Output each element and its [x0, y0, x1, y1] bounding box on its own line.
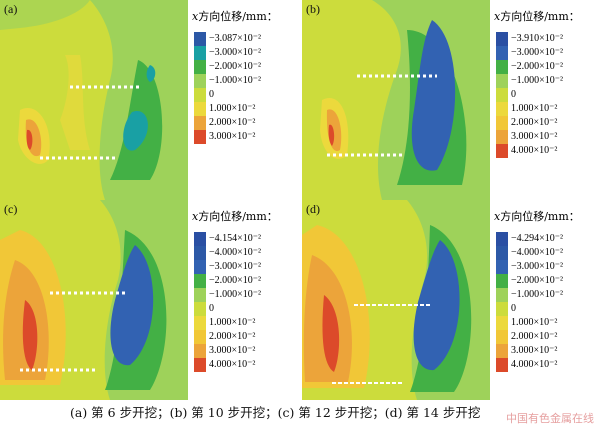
legend-value: −1.000×10⁻² [511, 75, 564, 86]
legend-value: 1.000×10⁻² [209, 317, 256, 328]
legend: x方向位移/mm： −4.154×10⁻² −4.000×10⁻² −3.000… [188, 200, 298, 400]
legend-swatch [194, 316, 206, 330]
contour-map-a [0, 0, 190, 200]
legend-value: 3.000×10⁻² [209, 131, 256, 142]
legend-swatch [496, 288, 508, 302]
legend-swatch [496, 358, 508, 372]
legend-value: −2.000×10⁻² [209, 61, 262, 72]
legend-swatch [194, 60, 206, 74]
legend-swatch [496, 102, 508, 116]
legend-value: −3.000×10⁻² [511, 261, 564, 272]
panel-a: (a) x方向位移/mm： −3.087×10⁻² −3.000×10⁻² −2… [0, 0, 298, 200]
legend-value: 0 [209, 89, 214, 100]
legend-swatch [496, 46, 508, 60]
legend-swatch [496, 144, 508, 158]
legend-value: 0 [511, 89, 516, 100]
legend-swatch [496, 32, 508, 46]
legend-value: 3.000×10⁻² [209, 345, 256, 356]
legend-swatch [194, 246, 206, 260]
legend-swatch [496, 274, 508, 288]
legend-value: −3.087×10⁻² [209, 33, 262, 44]
legend-swatch [194, 74, 206, 88]
legend-value: −1.000×10⁻² [209, 75, 262, 86]
legend-swatch [496, 330, 508, 344]
panel-label: (b) [306, 2, 320, 16]
legend-value: 2.000×10⁻² [511, 117, 558, 128]
watermark: 中国有色金属在线 [506, 412, 594, 425]
legend-swatch [496, 246, 508, 260]
legend-value: 0 [209, 303, 214, 314]
legend-value: −2.000×10⁻² [511, 275, 564, 286]
legend-value: 2.000×10⁻² [209, 117, 256, 128]
legend-value: 4.000×10⁻² [511, 145, 558, 156]
legend-swatch [496, 260, 508, 274]
legend-value: −4.000×10⁻² [209, 247, 262, 258]
legend: x方向位移/mm： −3.910×10⁻² −3.000×10⁻² −2.000… [490, 0, 600, 200]
panel-d: (d) x方向位移/mm： −4.294×10⁻² −4.000×10⁻² −3… [302, 200, 600, 400]
legend-swatch [496, 232, 508, 246]
legend-value: −4.000×10⁻² [511, 247, 564, 258]
legend-value: −2.000×10⁻² [511, 61, 564, 72]
legend-value: 0 [511, 303, 516, 314]
legend-value: 2.000×10⁻² [511, 331, 558, 342]
legend-swatch [496, 74, 508, 88]
legend-value: 1.000×10⁻² [511, 103, 558, 114]
legend-value: 3.000×10⁻² [511, 131, 558, 142]
panel-label: (c) [4, 202, 18, 216]
legend-swatch [194, 32, 206, 46]
panel-label: (d) [306, 202, 320, 216]
legend-swatch [194, 88, 206, 102]
legend-title: x方向位移/mm： [192, 10, 278, 23]
legend-value: −3.000×10⁻² [209, 47, 262, 58]
legend-title: x方向位移/mm： [192, 210, 278, 223]
panel-c: (c) x方向位移/mm： −4.154×10⁻² −4.000×10⁻² −3… [0, 200, 298, 400]
legend: x方向位移/mm： −4.294×10⁻² −4.000×10⁻² −3.000… [490, 200, 600, 400]
legend-value: 4.000×10⁻² [511, 359, 558, 370]
legend-swatch [194, 130, 206, 144]
contour-map-c [0, 200, 190, 400]
panel-b: (b) x方向位移/mm： −3.910×10⁻² −3.000×10⁻² −2… [302, 0, 600, 200]
legend-value: −4.294×10⁻² [511, 233, 564, 244]
legend-value: −1.000×10⁻² [209, 289, 262, 300]
legend-swatch [496, 116, 508, 130]
legend-value: −3.000×10⁻² [209, 261, 262, 272]
legend-value: −1.000×10⁻² [511, 289, 564, 300]
legend-swatch [194, 274, 206, 288]
legend-value: 1.000×10⁻² [511, 317, 558, 328]
legend-value: 4.000×10⁻² [209, 359, 256, 370]
legend-swatch [496, 302, 508, 316]
legend-swatch [194, 232, 206, 246]
legend-swatch [194, 260, 206, 274]
legend-value: 2.000×10⁻² [209, 331, 256, 342]
legend-swatch [194, 288, 206, 302]
legend-swatch [194, 102, 206, 116]
legend-swatch [496, 316, 508, 330]
legend-swatch [194, 116, 206, 130]
legend: x方向位移/mm： −3.087×10⁻² −3.000×10⁻² −2.000… [188, 0, 298, 200]
legend-value: −3.910×10⁻² [511, 33, 564, 44]
legend-swatch [194, 46, 206, 60]
contour-map-d [302, 200, 492, 400]
contour-map-b [302, 0, 492, 200]
legend-value: −3.000×10⁻² [511, 47, 564, 58]
legend-swatch [496, 130, 508, 144]
legend-swatch [496, 344, 508, 358]
legend-swatch [194, 344, 206, 358]
legend-swatch [496, 60, 508, 74]
legend-swatch [194, 330, 206, 344]
legend-title: x方向位移/mm： [494, 10, 580, 23]
legend-swatch [496, 88, 508, 102]
legend-value: −4.154×10⁻² [209, 233, 262, 244]
legend-swatch [194, 358, 206, 372]
legend-value: 3.000×10⁻² [511, 345, 558, 356]
figure-caption: (a) 第 6 步开挖；(b) 第 10 步开挖；(c) 第 12 步开挖；(d… [70, 405, 481, 420]
legend-value: −2.000×10⁻² [209, 275, 262, 286]
panel-label: (a) [4, 2, 18, 16]
legend-title: x方向位移/mm： [494, 210, 580, 223]
legend-value: 1.000×10⁻² [209, 103, 256, 114]
legend-swatch [194, 302, 206, 316]
